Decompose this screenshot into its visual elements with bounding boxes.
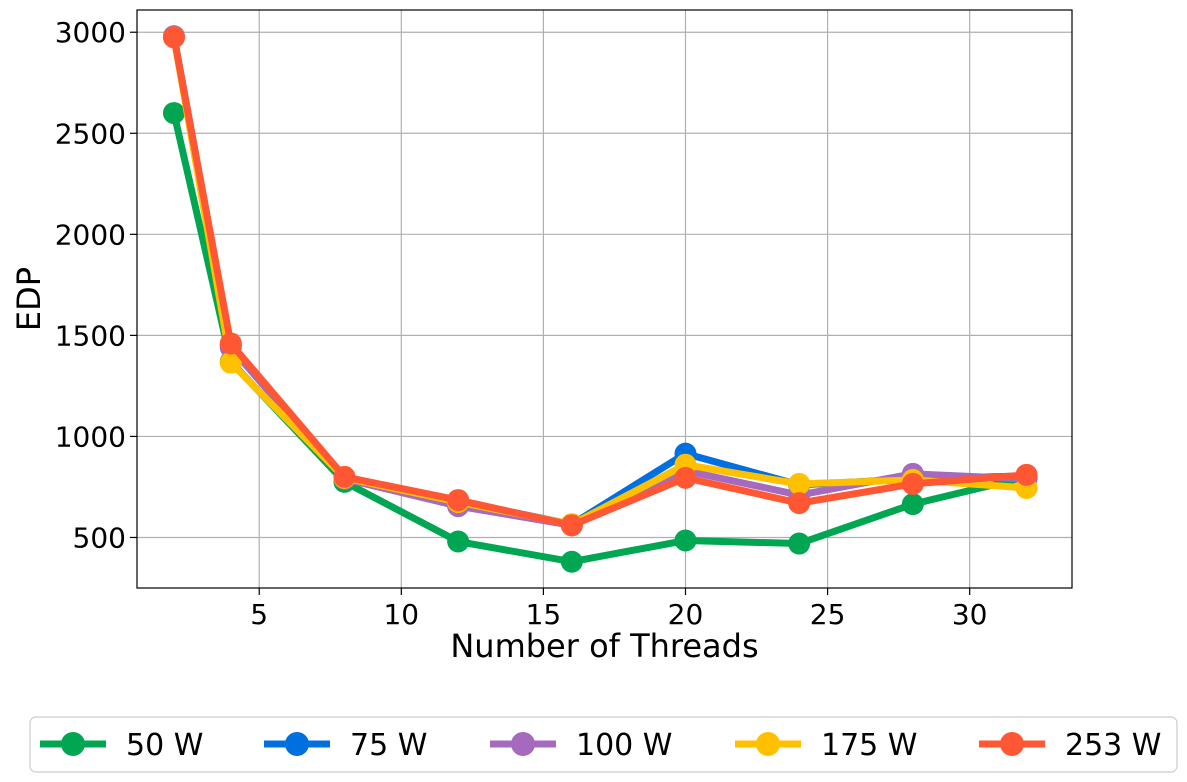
legend-swatch-marker [511, 732, 535, 756]
series-line [170, 32, 1031, 528]
plot-area [136, 9, 1073, 589]
legend-swatch-marker [756, 732, 780, 756]
x-tick-label: 25 [810, 598, 846, 631]
data-point [560, 550, 583, 573]
y-axis: 500 1000 1500 2000 2500 3000 [55, 16, 137, 554]
series-line [170, 109, 1031, 566]
data-point [788, 532, 811, 555]
y-axis-title: EDP [10, 267, 48, 331]
x-tick-label: 30 [952, 598, 988, 631]
data-point [219, 332, 242, 355]
legend-item: 253 W [979, 728, 1161, 763]
y-tick-label: 3000 [55, 16, 126, 49]
x-tick-label: 10 [383, 598, 419, 631]
legend-swatch-marker [285, 732, 309, 756]
data-point [901, 493, 924, 516]
y-tick-label: 2500 [55, 117, 126, 150]
y-tick-label: 1500 [55, 319, 126, 352]
legend-label: 50 W [126, 728, 203, 763]
x-axis: 5 10 15 20 25 30 [250, 588, 988, 631]
y-tick-label: 1000 [55, 420, 126, 453]
legend-item: 50 W [40, 728, 203, 763]
legend-item: 175 W [735, 728, 917, 763]
data-point [1015, 463, 1038, 486]
data-point [788, 472, 811, 495]
series-line [170, 33, 1031, 528]
legend-label: 253 W [1065, 728, 1161, 763]
series-100-w [162, 25, 1038, 537]
data-point [788, 492, 811, 515]
x-tick-label: 20 [668, 598, 704, 631]
y-tick-label: 2000 [55, 218, 126, 251]
legend-box [29, 716, 1178, 773]
series-line [170, 32, 1031, 529]
series-50-w [162, 102, 1038, 573]
series-line [170, 33, 1031, 529]
grid [137, 10, 1072, 588]
series-75-w [162, 25, 1038, 536]
data-point [333, 465, 356, 488]
legend-swatch-marker [61, 732, 85, 756]
data-point [219, 351, 242, 374]
x-axis-title: Number of Threads [450, 627, 758, 665]
data-point [674, 529, 697, 552]
legend-label: 75 W [350, 728, 427, 763]
legend-label: 175 W [821, 728, 917, 763]
series-group [162, 25, 1038, 573]
x-tick-label: 5 [250, 598, 268, 631]
legend-item: 75 W [264, 728, 427, 763]
data-point [674, 466, 697, 489]
legend-item: 100 W [490, 728, 672, 763]
data-point [162, 26, 185, 49]
data-point [162, 102, 185, 125]
data-point [447, 489, 470, 512]
legend-label: 100 W [576, 728, 672, 763]
data-point [447, 530, 470, 553]
legend-swatch-marker [1000, 732, 1024, 756]
data-point [560, 514, 583, 537]
legend: 50 W 75 W 100 W 175 W 253 W [29, 716, 1178, 773]
data-point [901, 472, 924, 495]
series-253-w [162, 26, 1038, 537]
x-tick-label: 15 [526, 598, 562, 631]
series-175-w [162, 26, 1038, 536]
y-tick-label: 500 [73, 521, 126, 554]
